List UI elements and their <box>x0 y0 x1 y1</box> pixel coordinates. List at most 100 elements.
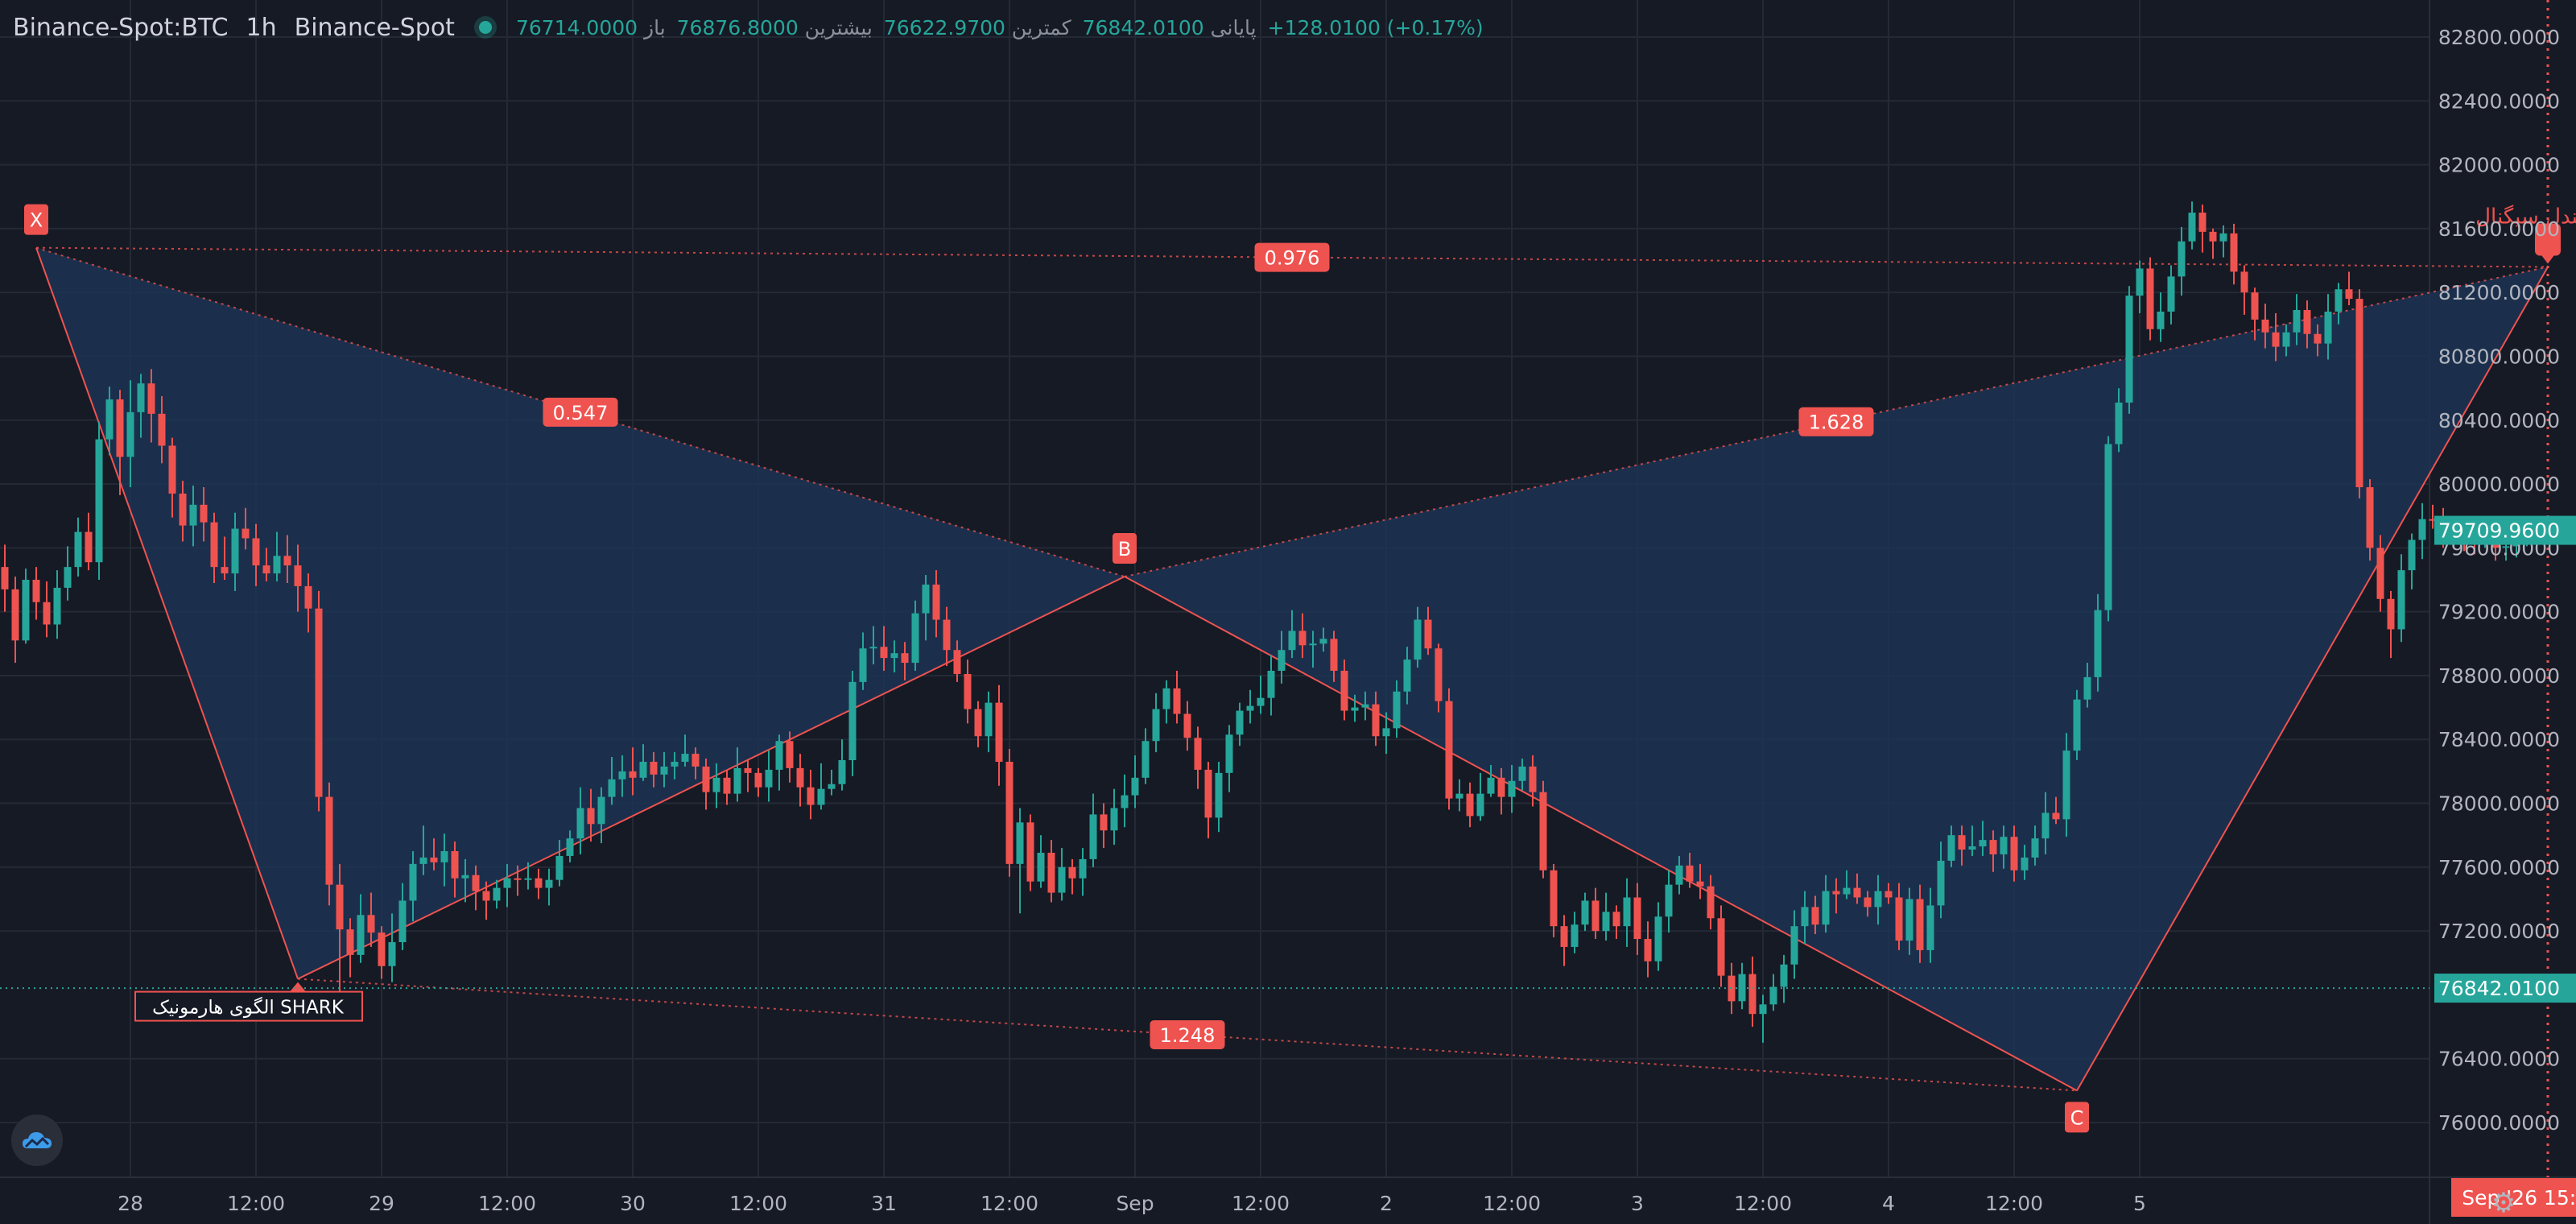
candle <box>2021 845 2029 880</box>
candle <box>1947 825 1955 867</box>
candle <box>985 691 993 753</box>
symbol-name[interactable]: Binance-Spot:BTC <box>13 13 229 42</box>
ohlc-low: کمترین 76622.9700 <box>883 15 1071 39</box>
candle-body <box>2366 487 2374 548</box>
candle <box>566 830 574 862</box>
time-tick-label: 3 <box>1631 1192 1644 1215</box>
time-tick-label: 30 <box>620 1192 646 1215</box>
candle <box>2397 554 2405 643</box>
candle-body <box>388 941 396 966</box>
cloud-logo-icon[interactable] <box>11 1114 63 1166</box>
crosshair-time-label: Sep '26 15:00 03 <box>2451 1178 2576 1217</box>
candle <box>2376 535 2384 612</box>
candle-body <box>2198 213 2207 232</box>
candle-body <box>1790 926 1798 965</box>
candle <box>890 640 898 672</box>
candle-body <box>419 857 427 864</box>
price-tick-label: 76000.0000 <box>2438 1111 2560 1135</box>
time-tick-label: 12:00 <box>478 1192 536 1215</box>
candle <box>733 747 741 802</box>
candle <box>2157 292 2165 342</box>
candle-body <box>273 556 281 574</box>
candle <box>2408 533 2416 589</box>
pattern-name-label: الگوی هارمونیک SHARK <box>134 982 363 1022</box>
candle-body <box>995 702 1003 762</box>
candle <box>2345 271 2353 306</box>
candle-body <box>1435 648 1443 701</box>
candle <box>1414 606 1422 668</box>
candle-body <box>2324 311 2332 344</box>
candle-body <box>2157 311 2165 329</box>
candle <box>817 763 825 810</box>
candle-body <box>1623 897 1631 927</box>
candle <box>85 512 93 571</box>
candle-body <box>147 383 155 414</box>
time-tick-label: 12:00 <box>1483 1192 1541 1215</box>
candle <box>681 734 689 767</box>
candle-body <box>1319 639 1327 644</box>
candle <box>1529 755 1537 807</box>
candle <box>482 881 490 920</box>
candle <box>1707 875 1715 930</box>
candle-body <box>1068 866 1076 879</box>
candle <box>995 684 1003 786</box>
price-label-last: 76842.0100 <box>2434 974 2576 1003</box>
pattern-triangle-bcd <box>1125 267 2548 1091</box>
candle-body <box>1811 907 1819 925</box>
price-tick-label: 78400.0000 <box>2438 728 2560 751</box>
candle <box>1215 761 1223 833</box>
candle <box>1937 842 1945 919</box>
candle <box>650 752 658 788</box>
candle <box>1497 767 1505 815</box>
candle-body <box>650 761 658 775</box>
candle-body <box>1979 840 1987 847</box>
candle <box>440 833 448 887</box>
candle-body <box>1058 866 1066 893</box>
ohlc-readout: باز 76714.0000 بیشترین 76876.8000 کمترین… <box>516 16 1484 39</box>
candle <box>1267 655 1275 716</box>
candle-body <box>242 528 250 539</box>
candle <box>2188 201 2196 250</box>
candle <box>1204 761 1212 839</box>
candle-body <box>1131 777 1139 796</box>
candle-body <box>2083 676 2091 700</box>
candle-body <box>848 681 857 761</box>
gear-icon[interactable]: ⚙ <box>2491 1187 2516 1219</box>
price-axis: 82800.0000 82400.0000 82000.0000 81600.0000… <box>2434 26 2576 1135</box>
ratio-label-bg <box>543 397 618 427</box>
price-label-last-text: 76842.0100 <box>2438 977 2560 1000</box>
candle <box>2010 825 2018 882</box>
candle-body <box>1476 793 1484 817</box>
candle <box>932 570 940 638</box>
candle <box>514 865 522 896</box>
candle <box>283 535 291 583</box>
candle <box>503 863 511 908</box>
candle-body <box>22 580 30 641</box>
candle-body <box>262 565 270 574</box>
candle <box>336 863 344 992</box>
candle <box>2198 205 2207 253</box>
market-status-icon <box>478 21 492 34</box>
candle-body <box>1885 891 1893 898</box>
candle-body <box>503 878 511 888</box>
time-axis: 28 12:00 29 12:00 30 12:00 31 12:00 Sep 12:00 2 12:… <box>118 1178 2576 1217</box>
timeframe-label[interactable]: 1h <box>246 13 277 42</box>
candle-body <box>1466 793 1474 817</box>
price-tick-label: 78800.0000 <box>2438 664 2560 688</box>
candle-body <box>890 653 898 659</box>
candle <box>1131 755 1139 808</box>
candle-body <box>1183 713 1191 738</box>
candle <box>1005 749 1013 877</box>
candle <box>2115 388 2123 453</box>
candle-body <box>2408 540 2416 571</box>
candle <box>2083 663 2091 708</box>
signal-label-text: کندل سیگنال <box>2475 204 2576 229</box>
candle <box>629 747 637 796</box>
candle-body <box>754 772 762 788</box>
candle-body <box>1173 688 1181 714</box>
ratio-label-text: 1.248 <box>1160 1024 1216 1047</box>
candle <box>587 788 595 842</box>
candle-body <box>1162 688 1170 709</box>
